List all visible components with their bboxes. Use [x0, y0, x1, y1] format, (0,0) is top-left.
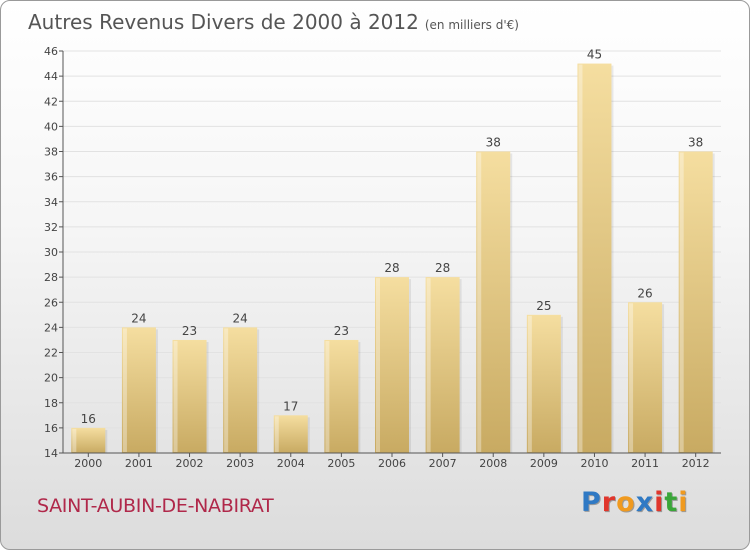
bar-highlight [274, 416, 279, 452]
bar [71, 427, 106, 453]
y-tick-label: 14 [44, 447, 58, 460]
y-tick-label: 20 [44, 372, 58, 385]
logo-letter: i [654, 487, 665, 518]
y-tick-label: 44 [44, 70, 58, 83]
bar [577, 63, 612, 453]
y-tick-label: 36 [44, 171, 58, 184]
bar [425, 277, 460, 453]
y-tick-label: 34 [44, 196, 58, 209]
data-label: 38 [688, 136, 703, 150]
data-label: 24 [233, 311, 248, 325]
x-tick-label: 2007 [429, 457, 457, 470]
data-label: 28 [384, 261, 399, 275]
y-tick-label: 16 [44, 422, 58, 435]
x-tick-label: 2010 [580, 457, 608, 470]
logo-letter: r [601, 487, 617, 518]
x-tick-label: 2012 [682, 457, 710, 470]
bar [678, 151, 713, 453]
bar [476, 151, 511, 453]
x-tick-label: 2005 [327, 457, 355, 470]
bar [375, 277, 409, 453]
bar [628, 302, 663, 453]
x-tick-label: 2008 [479, 457, 507, 470]
data-label: 45 [587, 48, 602, 62]
bar-highlight [122, 328, 127, 452]
y-tick-label: 46 [44, 45, 58, 58]
data-label: 16 [81, 412, 96, 426]
x-tick-label: 2002 [176, 457, 204, 470]
bar-highlight [426, 278, 431, 452]
bar [273, 415, 308, 453]
y-tick-label: 42 [44, 95, 58, 108]
logo-letter: P [581, 487, 602, 518]
bar [223, 327, 258, 453]
y-tick-label: 24 [44, 321, 58, 334]
y-tick-label: 38 [44, 146, 58, 159]
bar [526, 314, 561, 453]
bar-highlight [477, 152, 482, 452]
bar-highlight [325, 340, 330, 452]
y-tick-label: 22 [44, 347, 58, 360]
proxiti-logo[interactable]: Proxiti [581, 487, 689, 518]
bar-highlight [527, 315, 532, 452]
x-tick-label: 2009 [530, 457, 558, 470]
data-label: 17 [283, 399, 298, 413]
commune-name: SAINT-AUBIN-DE-NABIRAT [37, 495, 274, 517]
data-label: 23 [334, 324, 349, 338]
bar [121, 327, 156, 453]
bar-highlight [679, 152, 684, 452]
data-label: 38 [486, 136, 501, 150]
bar-highlight [578, 64, 583, 452]
chart-title: Autres Revenus Divers de 2000 à 2012 (en … [28, 10, 519, 34]
y-tick-label: 32 [44, 221, 58, 234]
y-tick-label: 18 [44, 397, 58, 410]
bar-highlight [173, 340, 178, 452]
bar-highlight [224, 328, 229, 452]
data-label: 23 [182, 324, 197, 338]
logo-letter: o [616, 487, 636, 518]
bar [324, 339, 359, 453]
y-tick-label: 30 [44, 246, 58, 259]
data-label: 24 [131, 311, 146, 325]
x-tick-label: 2004 [277, 457, 305, 470]
logo-letter: x [635, 487, 655, 518]
x-tick-label: 2003 [226, 457, 254, 470]
x-tick-label: 2006 [378, 457, 406, 470]
bar-highlight [72, 428, 77, 452]
data-label: 26 [637, 286, 652, 300]
y-tick-label: 28 [44, 271, 58, 284]
x-tick-label: 2001 [125, 457, 153, 470]
bar [172, 339, 207, 453]
title-subtitle: (en milliers d'€) [424, 18, 519, 32]
bar-highlight [629, 303, 634, 452]
y-tick-label: 26 [44, 296, 58, 309]
y-tick-label: 40 [44, 120, 58, 133]
title-main: Autres Revenus Divers de 2000 à 2012 [28, 10, 419, 34]
logo-letter: i [678, 487, 689, 518]
data-label: 25 [536, 299, 551, 313]
data-label: 28 [435, 261, 450, 275]
bar-highlight [376, 278, 380, 452]
x-tick-label: 2000 [74, 457, 102, 470]
logo-letter: t [664, 487, 679, 518]
x-tick-label: 2011 [631, 457, 659, 470]
